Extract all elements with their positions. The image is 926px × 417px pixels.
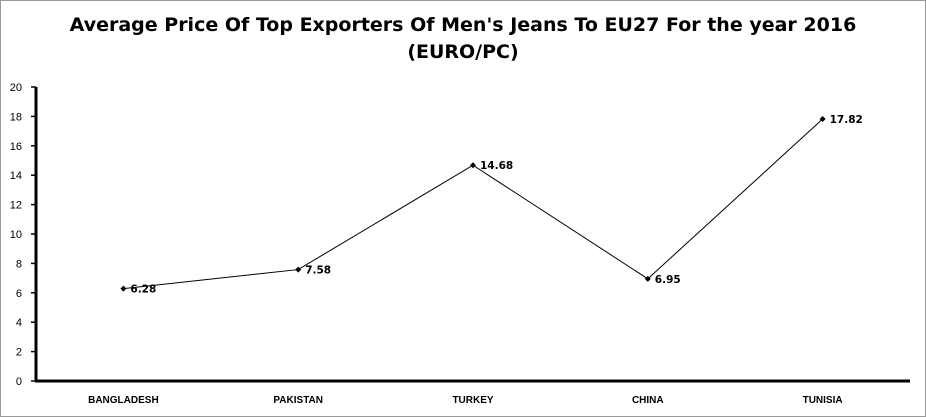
series: 6.28 7.58 14.68 6.95 17.82 [120, 114, 863, 296]
data-point [470, 162, 476, 169]
x-tick-label: PAKISTAN [273, 395, 323, 406]
series-line [123, 118, 823, 290]
data-point [295, 266, 302, 273]
y-tick-label: 0 [16, 376, 22, 388]
y-tick-label: 18 [10, 111, 22, 123]
y-tick-label: 12 [10, 200, 22, 212]
y-tick-label: 4 [16, 317, 22, 329]
y-tick-label: 6 [16, 288, 22, 300]
y-tick-label: 14 [10, 170, 22, 182]
chart-subtitle: (EURO/PC) [407, 41, 519, 63]
y-axis: 0 2 4 6 8 10 12 14 16 18 20 [10, 82, 38, 388]
data-point [819, 116, 826, 123]
x-tick-label: TURKEY [452, 395, 493, 406]
data-label: 6.28 [130, 284, 156, 296]
data-label: 7.58 [305, 265, 331, 277]
x-axis: BANGLADESH PAKISTAN TURKEY CHINA TUNISIA [35, 379, 910, 406]
data-label: 14.68 [480, 160, 513, 172]
y-tick-label: 20 [10, 82, 22, 94]
x-tick-label: BANGLADESH [88, 395, 159, 406]
chart-title-block: Average Price Of Top Exporters Of Men's … [0, 12, 926, 66]
data-point [644, 275, 651, 282]
x-tick-label: CHINA [632, 395, 664, 406]
data-label: 17.82 [830, 114, 863, 126]
data-label: 6.95 [655, 274, 681, 286]
y-tick-label: 16 [10, 141, 22, 153]
y-tick-label: 8 [16, 258, 22, 270]
y-tick-label: 10 [10, 229, 22, 241]
chart-title: Average Price Of Top Exporters Of Men's … [69, 14, 857, 36]
data-point [120, 285, 127, 292]
y-tick-label: 2 [16, 347, 22, 359]
x-tick-label: TUNISIA [803, 395, 843, 406]
